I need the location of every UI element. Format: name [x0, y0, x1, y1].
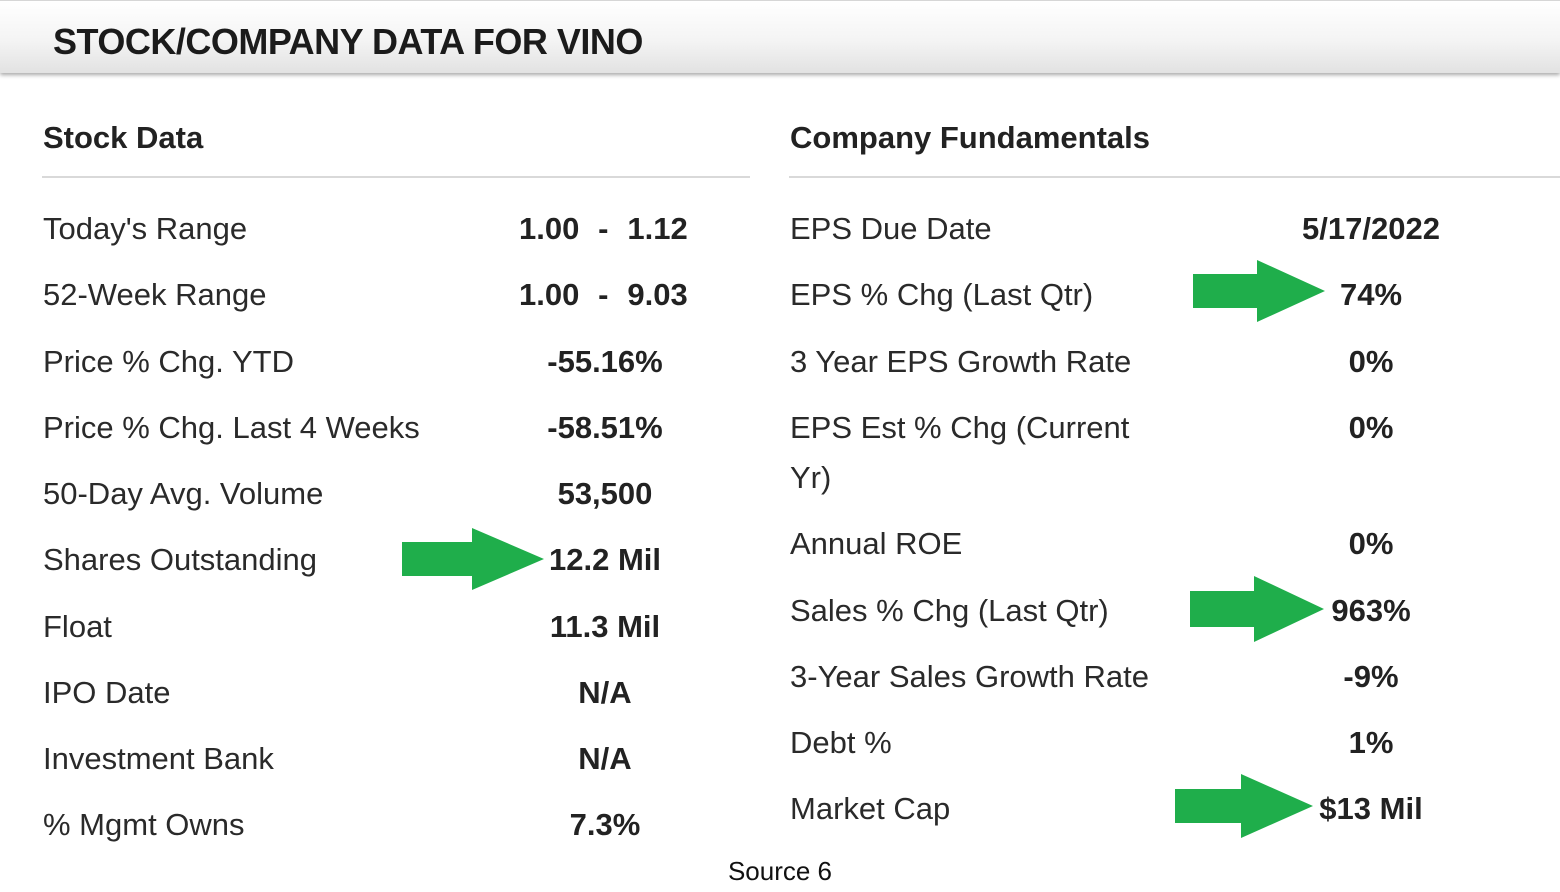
- row-value: -58.51%: [547, 410, 663, 445]
- right-arrow-icon: [402, 528, 544, 590]
- page-title: STOCK/COMPANY DATA FOR VINO: [53, 21, 643, 62]
- row-value: 74%: [1339, 277, 1403, 312]
- right-arrow-icon: [1193, 260, 1325, 322]
- row-value: 7.3%: [569, 807, 641, 842]
- row-value: 11.3 Mil: [549, 609, 661, 644]
- header-bar: STOCK/COMPANY DATA FOR VINO: [0, 0, 1560, 73]
- row-value: 0%: [1348, 526, 1394, 561]
- row-label-continued: Yr): [790, 460, 832, 495]
- row-value: N/A: [578, 741, 632, 776]
- row-value: 53,500: [557, 476, 653, 511]
- row-label: Price % Chg. YTD: [43, 344, 294, 379]
- company-fundamentals-divider: [789, 176, 1560, 178]
- source-caption: Source 6: [727, 856, 833, 886]
- right-arrow-icon: [1175, 774, 1313, 838]
- row-label: Today's Range: [43, 211, 248, 246]
- row-label: EPS % Chg (Last Qtr): [790, 277, 1094, 312]
- row-value: N/A: [578, 675, 632, 710]
- row-label: Investment Bank: [43, 741, 274, 776]
- stock-data-title: Stock Data: [43, 120, 204, 155]
- row-label: Annual ROE: [790, 526, 963, 561]
- right-arrow-icon: [1190, 576, 1324, 642]
- row-label: Sales % Chg (Last Qtr): [790, 593, 1109, 628]
- row-label: IPO Date: [43, 675, 171, 710]
- row-value: 0%: [1348, 344, 1394, 379]
- row-value: 12.2 Mil: [549, 542, 661, 577]
- row-value: 5/17/2022: [1302, 211, 1440, 246]
- row-label: Price % Chg. Last 4 Weeks: [43, 410, 420, 445]
- row-label: Shares Outstanding: [43, 542, 318, 577]
- row-value: -9%: [1343, 659, 1399, 694]
- stock-data-divider: [42, 176, 750, 178]
- row-label: 3 Year EPS Growth Rate: [790, 344, 1132, 379]
- row-label: EPS Est % Chg (Current: [790, 410, 1130, 445]
- row-label: 50-Day Avg. Volume: [43, 476, 324, 511]
- row-value: 0%: [1348, 410, 1394, 445]
- row-label: 3-Year Sales Growth Rate: [790, 659, 1149, 694]
- row-label: Debt %: [790, 725, 892, 760]
- row-label: Market Cap: [790, 791, 951, 826]
- row-value: 963%: [1331, 593, 1411, 628]
- row-label: Float: [43, 609, 112, 644]
- row-value: 1.00-1.12: [519, 211, 688, 246]
- row-label: 52-Week Range: [43, 277, 267, 312]
- row-value: 1.00-9.03: [519, 277, 688, 312]
- company-fundamentals-title: Company Fundamentals: [790, 120, 1150, 155]
- row-value: 1%: [1348, 725, 1394, 760]
- row-label: EPS Due Date: [790, 211, 992, 246]
- row-value: -55.16%: [547, 344, 663, 379]
- row-label: % Mgmt Owns: [43, 807, 245, 842]
- row-value: $13 Mil: [1319, 791, 1423, 826]
